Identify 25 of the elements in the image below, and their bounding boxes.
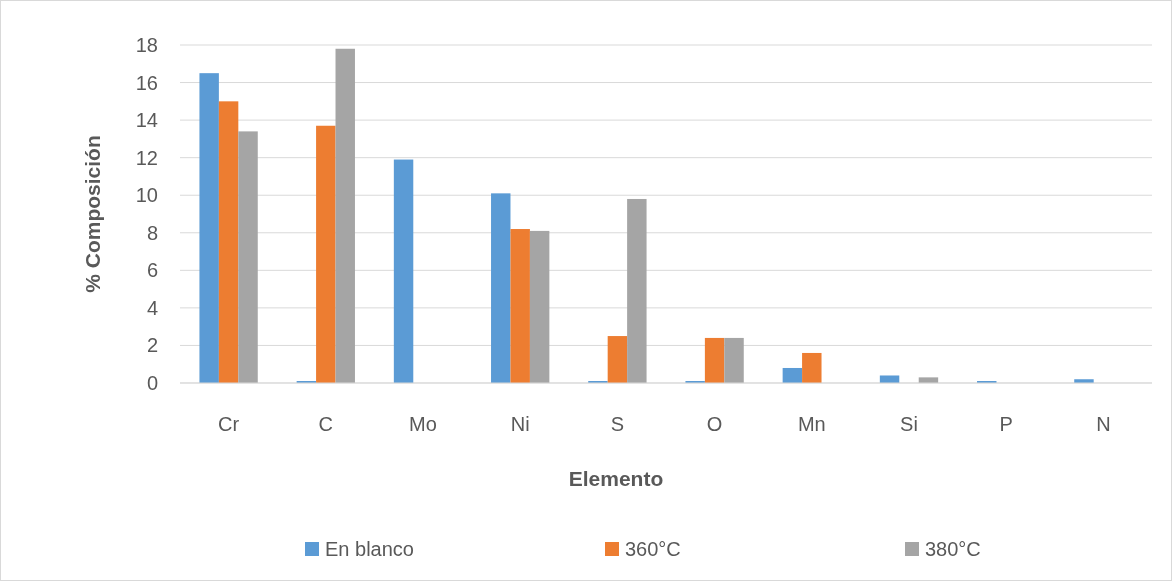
y-tick-label: 6 <box>146 259 158 282</box>
x-tick-label: O <box>706 413 723 435</box>
x-tick-label: Ni <box>510 413 530 435</box>
x-tick-label: S <box>610 413 625 435</box>
x-tick-label: N <box>1096 413 1111 435</box>
y-tick-label: 18 <box>135 34 158 56</box>
y-tick-label: 4 <box>146 296 158 319</box>
x-tick-label: P <box>999 413 1013 435</box>
legend-label: En blanco <box>325 538 414 560</box>
y-tick-label: 12 <box>135 146 158 169</box>
x-axis-title: Elemento <box>568 467 664 490</box>
x-tick-label: Mn <box>797 413 826 435</box>
y-tick-label: 10 <box>135 184 158 207</box>
y-axis-title: % Composición <box>81 135 104 293</box>
y-tick-label: 0 <box>146 372 158 394</box>
y-tick-label: 14 <box>135 109 158 132</box>
x-tick-label: Mo <box>409 413 437 435</box>
x-tick-label: Cr <box>218 413 240 435</box>
x-tick-label: C <box>318 413 334 435</box>
legend-label: 380°C <box>925 538 981 560</box>
y-tick-label: 16 <box>135 71 158 94</box>
y-tick-label: 2 <box>146 334 158 357</box>
y-tick-label: 8 <box>146 221 158 244</box>
legend-label: 360°C <box>625 538 681 560</box>
x-tick-label: Si <box>900 413 918 435</box>
